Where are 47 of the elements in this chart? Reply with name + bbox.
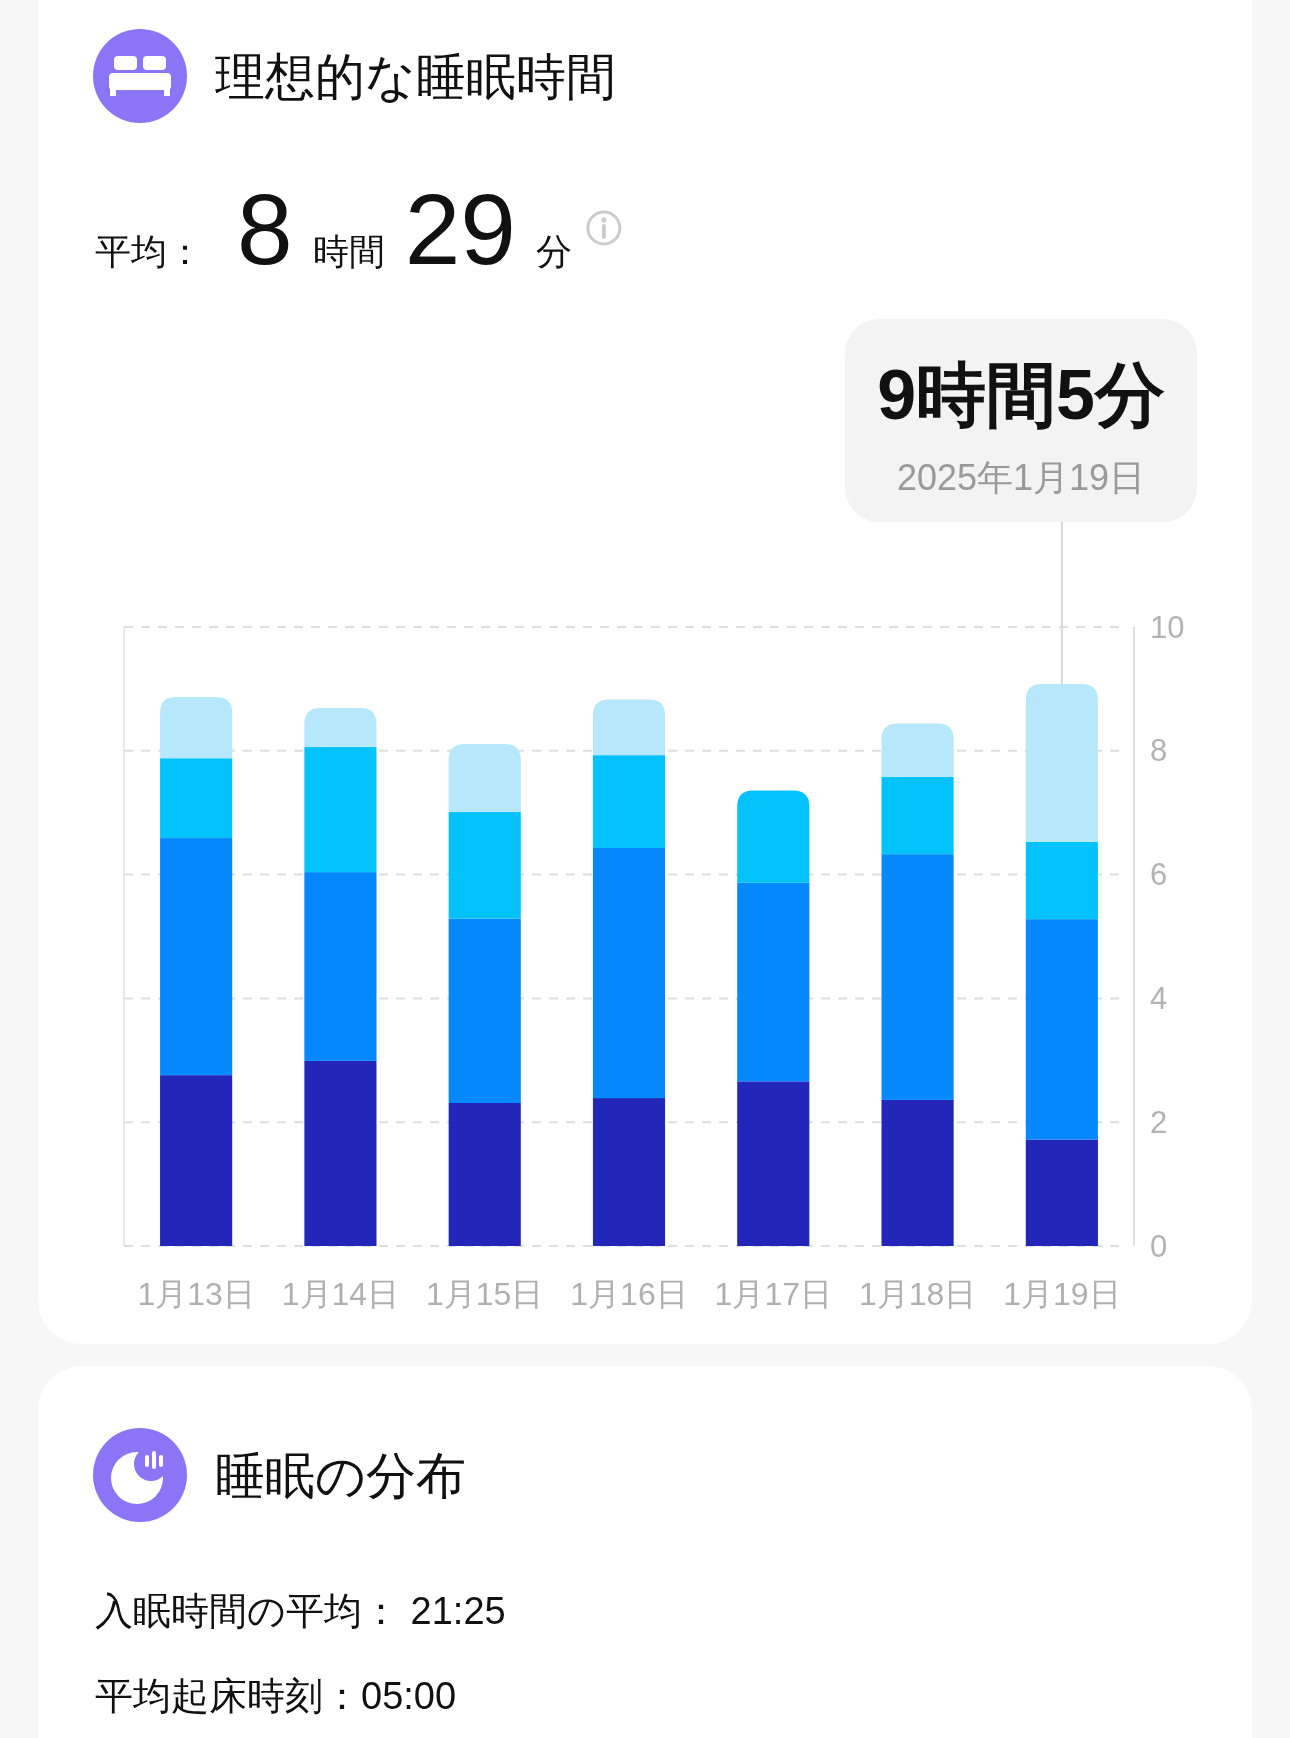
annotation: 2025年1月19日 bbox=[896, 457, 1146, 498]
bar bbox=[881, 723, 954, 777]
bar bbox=[592, 847, 666, 1099]
bar bbox=[1025, 841, 1098, 920]
bar bbox=[737, 882, 810, 1082]
bar bbox=[448, 918, 521, 1104]
bar bbox=[160, 1075, 233, 1246]
x-tick-label: 1月17日 bbox=[714, 1276, 832, 1312]
x-tick-label: 1月16日 bbox=[570, 1276, 688, 1312]
y-tick-label: 10 bbox=[1150, 609, 1185, 645]
y-tick-label: 4 bbox=[1150, 980, 1168, 1016]
bar bbox=[737, 1081, 810, 1246]
subtitle: 平均： 8 時間 29 分 bbox=[95, 173, 572, 285]
bar bbox=[1025, 1139, 1098, 1246]
annotation: 9時間5分 bbox=[877, 356, 1165, 434]
x-tick-label: 1月14日 bbox=[281, 1276, 400, 1312]
y-tick-label: 2 bbox=[1150, 1104, 1168, 1140]
bar bbox=[304, 1060, 377, 1246]
x-tick-label: 1月19日 bbox=[1003, 1276, 1121, 1312]
text: 平均起床時刻：05:00 bbox=[95, 1675, 457, 1717]
bar bbox=[881, 776, 954, 855]
bar bbox=[881, 854, 954, 1100]
bar bbox=[304, 872, 377, 1061]
bar bbox=[592, 755, 666, 848]
bar bbox=[304, 708, 377, 748]
x-tick-label: 1月18日 bbox=[858, 1276, 977, 1312]
bar bbox=[1025, 683, 1098, 842]
chart-title: 理想的な睡眠時間 bbox=[215, 49, 616, 105]
bar bbox=[160, 696, 233, 759]
text: 睡眠の分布 bbox=[215, 1448, 466, 1504]
bar bbox=[304, 747, 377, 873]
x-tick-label: 1月13日 bbox=[137, 1276, 255, 1312]
y-tick-label: 0 bbox=[1150, 1228, 1168, 1264]
bar bbox=[448, 743, 521, 813]
bar bbox=[448, 812, 521, 919]
bar bbox=[448, 1103, 521, 1246]
bar bbox=[1025, 919, 1098, 1140]
bar bbox=[881, 1099, 954, 1246]
text: 入眠時間の平均： 21:25 bbox=[95, 1590, 506, 1632]
y-tick-label: 8 bbox=[1150, 733, 1168, 769]
bar bbox=[160, 838, 233, 1076]
bar bbox=[592, 699, 666, 756]
bar bbox=[737, 790, 810, 883]
bar bbox=[592, 1098, 666, 1246]
x-tick-label: 1月15日 bbox=[426, 1276, 544, 1312]
bar bbox=[160, 758, 233, 839]
y-tick-label: 6 bbox=[1150, 857, 1168, 893]
